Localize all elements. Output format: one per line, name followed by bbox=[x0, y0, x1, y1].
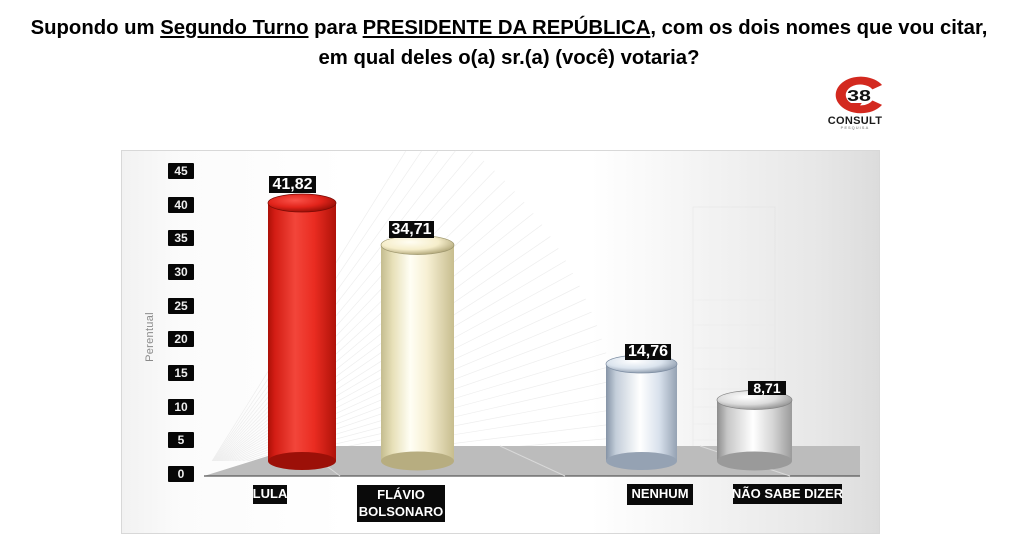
svg-text:38: 38 bbox=[847, 87, 871, 104]
